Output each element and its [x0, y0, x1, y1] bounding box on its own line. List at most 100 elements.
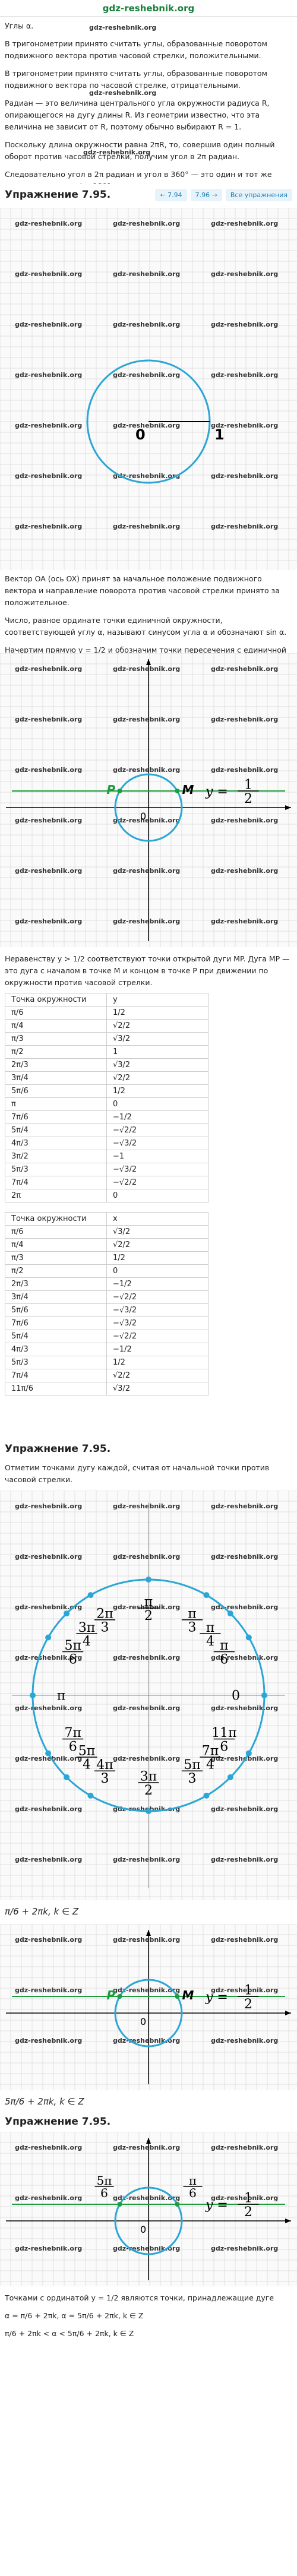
table-row: 3π/2 −1 [5, 1150, 208, 1163]
fraction-den: 3 [101, 1771, 109, 1786]
point [45, 1634, 52, 1641]
origin-label: 0 [135, 426, 146, 443]
prev-link[interactable]: ← 7.94 [155, 188, 187, 201]
watermark: gdz-reshebnik.org [211, 1936, 278, 1944]
table-row: π/2 1 [5, 1045, 208, 1059]
table-row: 4π/3 −√3/2 [5, 1137, 208, 1150]
fraction-den: 6 [220, 1652, 228, 1667]
point [227, 1610, 233, 1617]
table-cell: √3/2 [106, 1225, 208, 1239]
watermark: gdz-reshebnik.org [113, 321, 180, 328]
watermark: gdz-reshebnik.org [211, 1553, 278, 1561]
final-text: Точками с ординатой y = 1/2 являются точ… [0, 2292, 297, 2571]
table-cell: 5π/4 [5, 1124, 107, 1137]
watermark: gdz-reshebnik.org [89, 24, 157, 31]
table-row: π/3 1/2 [5, 1251, 208, 1265]
exercise-title: Упражнение 7.95. [5, 189, 111, 201]
watermark: gdz-reshebnik.org [211, 321, 278, 328]
point [45, 1750, 52, 1757]
fraction-den: 4 [83, 1758, 91, 1773]
table-cell: √3/2 [106, 1382, 208, 1395]
table-cell: −1/2 [106, 1110, 208, 1124]
watermark: gdz-reshebnik.org [15, 766, 82, 774]
paragraph: Поскольку длина окружности равна 2πR, то… [5, 140, 275, 161]
watermark: gdz-reshebnik.org [15, 472, 82, 480]
watermark: gdz-reshebnik.org [211, 2245, 278, 2252]
table-cell: √3/2 [106, 1032, 208, 1046]
table-cell: 7π/6 [5, 1317, 107, 1330]
point [117, 789, 122, 793]
fraction-num: 2π [96, 1606, 113, 1621]
table-cell: x [106, 1212, 208, 1226]
table-cell: 1 [106, 1045, 208, 1059]
text-2: Вектор OA (ось OX) принят за начальное п… [0, 573, 297, 692]
point [146, 1808, 151, 1814]
exercise-title: Упражнение 7.95. [5, 2116, 111, 2128]
point [64, 1774, 70, 1780]
watermark: gdz-reshebnik.org [113, 1553, 180, 1561]
fraction-den: 3 [101, 1620, 109, 1635]
table-cell: 3π/4 [5, 1290, 107, 1304]
table-cell: 5π/4 [5, 1330, 107, 1343]
fraction-num: π [206, 1621, 214, 1635]
watermark: gdz-reshebnik.org [113, 472, 180, 480]
label: π [57, 1689, 65, 1704]
table-cell: −1/2 [106, 1343, 208, 1356]
table-row: 5π/6 −√3/2 [5, 1303, 208, 1317]
watermark: gdz-reshebnik.org [113, 2194, 180, 2202]
exercise-header: Упражнение 7.95. ← 7.94 7.96 → Все упраж… [0, 184, 297, 205]
table-cell: 11π/6 [5, 1382, 107, 1395]
fraction-num: 1 [244, 1983, 252, 1998]
fraction-num: 1 [244, 778, 252, 793]
point [117, 2202, 122, 2207]
table-row: Точка окружности x [5, 1212, 208, 1226]
paragraph: π/6 + 2πk < α < 5π/6 + 2πk, k ∈ Z [5, 2329, 134, 2338]
point [245, 1634, 252, 1641]
watermark: gdz-reshebnik.org [211, 2037, 278, 2045]
watermark: gdz-reshebnik.org [15, 270, 82, 278]
table-cell: −√3/2 [106, 1163, 208, 1176]
next-link[interactable]: 7.96 → [190, 188, 222, 201]
exercise-nav: ← 7.94 7.96 → Все упражнения [155, 188, 292, 201]
point [227, 1774, 233, 1780]
watermark: gdz-reshebnik.org [15, 220, 82, 227]
fraction-num: 5π [97, 2173, 112, 2188]
fraction-den: 4 [83, 1634, 91, 1649]
grid-bg [0, 208, 297, 570]
paragraph: Углы α. [5, 21, 34, 30]
one-label: 1 [214, 426, 225, 443]
label: 0 [232, 1689, 240, 1704]
line-label: y = [205, 2198, 228, 2213]
table-row: π/2 0 [5, 1264, 208, 1278]
fraction-num: 1 [244, 2191, 252, 2206]
table-cell: y [106, 993, 208, 1007]
table-cell: π/4 [5, 1238, 107, 1252]
point [203, 1592, 210, 1599]
watermark: gdz-reshebnik.org [15, 2037, 82, 2045]
watermark: gdz-reshebnik.org [113, 665, 180, 673]
fraction-den: 4 [206, 1634, 214, 1649]
paragraph: Точками с ординатой y = 1/2 являются точ… [5, 2293, 274, 2302]
table-cell: 4π/3 [5, 1137, 107, 1150]
table-cell: √2/2 [106, 1238, 208, 1252]
watermark: gdz-reshebnik.org [211, 270, 278, 278]
watermark: gdz-reshebnik.org [83, 148, 151, 156]
table-row: π/6 1/2 [5, 1006, 208, 1020]
table-cell: 5π/6 [5, 1084, 107, 1098]
figure-line-2: gdz-reshebnik.org gdz-reshebnik.org gdz-re… [0, 1924, 297, 2090]
origin-label: 0 [140, 811, 146, 822]
origin-label: 0 [140, 2224, 146, 2235]
all-link[interactable]: Все упражнения [225, 188, 292, 201]
table-row: 7π/4 −√2/2 [5, 1176, 208, 1189]
table-cell: π/4 [5, 1019, 107, 1033]
watermark: gdz-reshebnik.org [15, 2144, 82, 2151]
point [117, 1994, 122, 1999]
table-row: 4π/3 −1/2 [5, 1343, 208, 1356]
table-cell: −1 [106, 1150, 208, 1163]
watermark: gdz-reshebnik.org [15, 1856, 82, 1863]
table-row: π/3 √3/2 [5, 1032, 208, 1046]
fraction-den: 2 [244, 2205, 252, 2220]
watermark: gdz-reshebnik.org [211, 1654, 278, 1662]
watermark: gdz-reshebnik.org [211, 1805, 278, 1813]
fraction-den: 6 [69, 1652, 77, 1667]
